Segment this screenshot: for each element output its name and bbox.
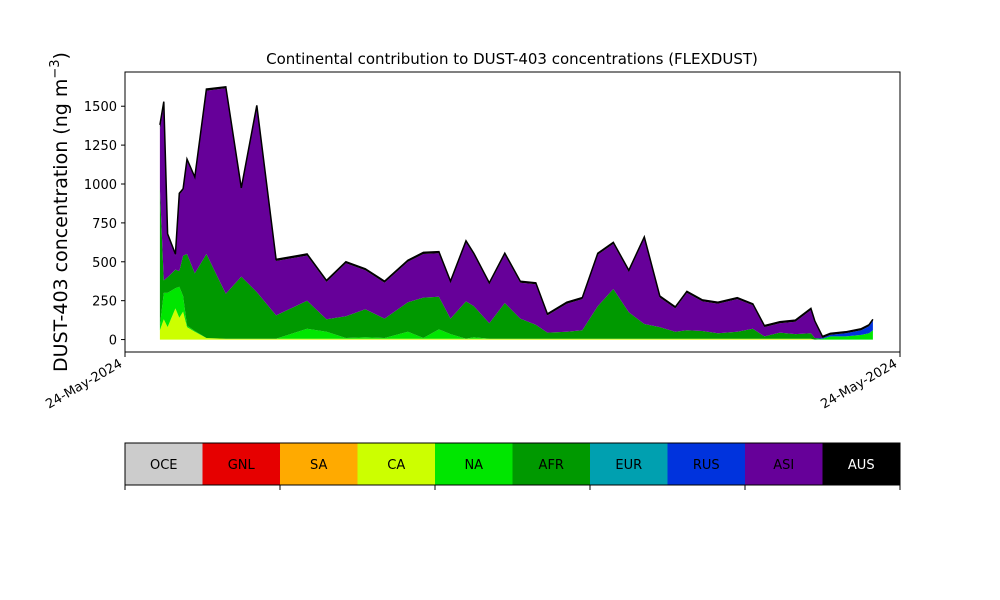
- legend-label-aus: AUS: [848, 458, 875, 473]
- legend-swatch-eur: [590, 443, 668, 485]
- legend-swatch-sa: [280, 443, 358, 485]
- legend-label-na: NA: [464, 458, 483, 473]
- legend-swatch-na: [435, 443, 513, 485]
- legend-swatch-rus: [667, 443, 746, 485]
- legend-label-oce: OCE: [150, 458, 178, 473]
- legend-label-sa: SA: [310, 458, 327, 473]
- legend-frame: [124, 442, 901, 486]
- y-axis-label-sup: −3: [48, 59, 63, 78]
- legend-label-ca: CA: [387, 458, 405, 473]
- y-tick-label: 750: [92, 217, 117, 232]
- legend-swatch-aus: [822, 443, 901, 485]
- y-axis-label-main: DUST-403 concentration (ng m: [50, 79, 72, 372]
- legend-swatch-gnl: [202, 443, 281, 485]
- legend-label-afr: AFR: [539, 458, 564, 473]
- legend-label-asi: ASI: [773, 458, 794, 473]
- y-axis: 0 250 500 750 1000 1250 1500: [84, 100, 125, 349]
- legend-swatch-ca: [357, 443, 436, 485]
- y-tick-label: 500: [92, 256, 117, 271]
- y-tick-label: 250: [92, 295, 117, 310]
- area-asi: [159, 88, 873, 338]
- y-tick-label: 0: [109, 334, 117, 349]
- stacked-areas: [159, 86, 873, 340]
- chart-title: Continental contribution to DUST-403 con…: [266, 50, 758, 68]
- legend-swatch-oce: [125, 443, 203, 485]
- legend-swatch-afr: [512, 443, 591, 485]
- legend-swatch-asi: [745, 443, 823, 485]
- y-tick-label: 1250: [84, 139, 117, 154]
- plot-frame: [124, 71, 901, 353]
- area-afr: [159, 188, 873, 340]
- legend: OCE GNL SA CA NA AFR EUR RUS ASI AUS: [124, 442, 901, 490]
- x-axis: 24-May-2024 24-May-2024: [43, 352, 901, 412]
- legend-label-gnl: GNL: [228, 458, 256, 473]
- y-axis-label-close: ): [50, 52, 72, 59]
- y-tick-label: 1000: [84, 178, 117, 193]
- total-outline: [159, 85, 874, 338]
- y-axis-label: DUST-403 concentration (ng m−3): [48, 52, 72, 372]
- legend-label-rus: RUS: [693, 458, 720, 473]
- y-tick-label: 1500: [84, 100, 117, 115]
- legend-label-eur: EUR: [615, 458, 642, 473]
- x-tick-label: 24-May-2024: [818, 356, 900, 412]
